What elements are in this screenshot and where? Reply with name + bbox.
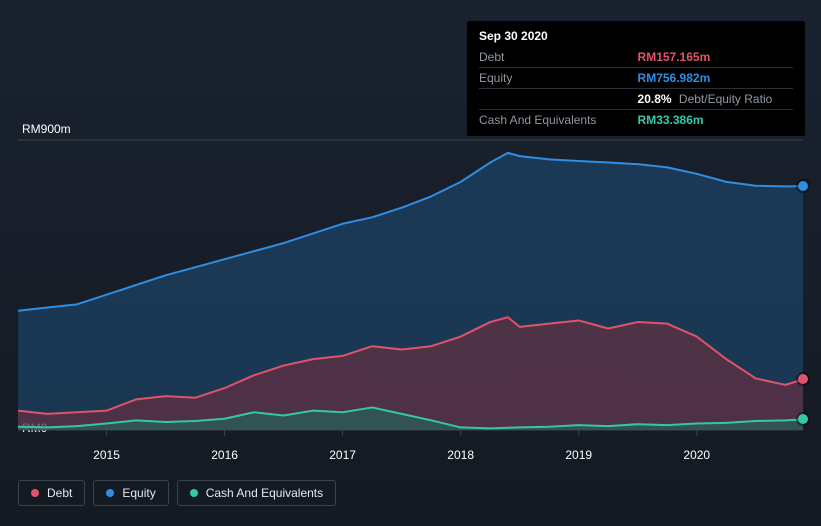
tooltip-row-value: 20.8% Debt/Equity Ratio: [638, 89, 793, 110]
series-end-dot: [798, 181, 808, 191]
x-tick-label: 2017: [329, 448, 356, 462]
x-tick-label: 2016: [211, 448, 238, 462]
tooltip-row: Cash And EquivalentsRM33.386m: [479, 110, 793, 131]
tooltip-row-label: Cash And Equivalents: [479, 110, 638, 131]
tooltip-row-label: Equity: [479, 68, 638, 89]
legend-dot-icon: [31, 489, 39, 497]
legend-dot-icon: [106, 489, 114, 497]
tooltip-table: DebtRM157.165mEquityRM756.982m20.8% Debt…: [479, 47, 793, 130]
x-tick-label: 2015: [93, 448, 120, 462]
legend-label: Debt: [47, 486, 72, 500]
legend-dot-icon: [190, 489, 198, 497]
x-tick-label: 2020: [683, 448, 710, 462]
legend-label: Equity: [122, 486, 155, 500]
legend-label: Cash And Equivalents: [206, 486, 323, 500]
tooltip-row: EquityRM756.982m: [479, 68, 793, 89]
financials-area-chart: RM900m RM0 201520162017201820192020 Sep …: [0, 0, 821, 526]
series-end-dot: [798, 414, 808, 424]
chart-tooltip: Sep 30 2020 DebtRM157.165mEquityRM756.98…: [467, 21, 805, 136]
legend-item[interactable]: Equity: [93, 480, 168, 506]
tooltip-row-value: RM756.982m: [638, 68, 793, 89]
tooltip-row: DebtRM157.165m: [479, 47, 793, 68]
legend-item[interactable]: Cash And Equivalents: [177, 480, 336, 506]
tooltip-row-label: [479, 89, 638, 110]
x-tick-label: 2018: [447, 448, 474, 462]
legend-item[interactable]: Debt: [18, 480, 85, 506]
tooltip-row-value: RM157.165m: [638, 47, 793, 68]
chart-legend: Debt Equity Cash And Equivalents: [18, 480, 336, 506]
tooltip-title: Sep 30 2020: [479, 27, 793, 45]
tooltip-row: 20.8% Debt/Equity Ratio: [479, 89, 793, 110]
series-end-dot: [798, 374, 808, 384]
x-tick-label: 2019: [565, 448, 592, 462]
tooltip-row-label: Debt: [479, 47, 638, 68]
tooltip-row-value: RM33.386m: [638, 110, 793, 131]
